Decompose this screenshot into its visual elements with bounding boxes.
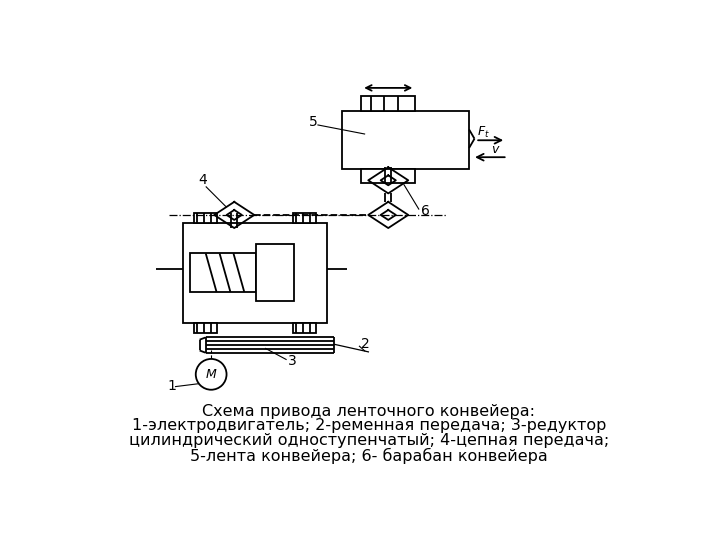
Bar [194, 323, 217, 333]
Text: 6: 6 [421, 204, 431, 218]
Text: $M$: $M$ [205, 368, 217, 381]
Text: 5-лента конвейера; 6- барабан конвейера: 5-лента конвейера; 6- барабан конвейера [190, 448, 548, 464]
Text: 5: 5 [309, 116, 318, 130]
Text: 1: 1 [167, 379, 176, 393]
Bar [293, 213, 316, 222]
Text: $F_t$: $F_t$ [477, 125, 490, 140]
Text: 2: 2 [361, 337, 370, 351]
Bar [183, 222, 328, 323]
Bar [293, 323, 316, 333]
Bar [342, 111, 469, 168]
Bar [194, 213, 217, 222]
Bar [256, 244, 294, 301]
Circle shape [196, 359, 227, 390]
Text: 1-электродвигатель; 2-ременная передача; 3-редуктор: 1-электродвигатель; 2-ременная передача;… [132, 418, 606, 433]
Text: Схема привода ленточного конвейера:: Схема привода ленточного конвейера: [202, 403, 536, 418]
Bar [361, 96, 415, 111]
Text: $v$: $v$ [490, 143, 500, 157]
Text: 3: 3 [288, 354, 297, 368]
Bar [190, 253, 256, 292]
Text: цилиндрический одноступенчатый; 4-цепная передача;: цилиндрический одноступенчатый; 4-цепная… [129, 433, 609, 448]
Bar [361, 168, 415, 183]
Text: 4: 4 [198, 173, 207, 187]
